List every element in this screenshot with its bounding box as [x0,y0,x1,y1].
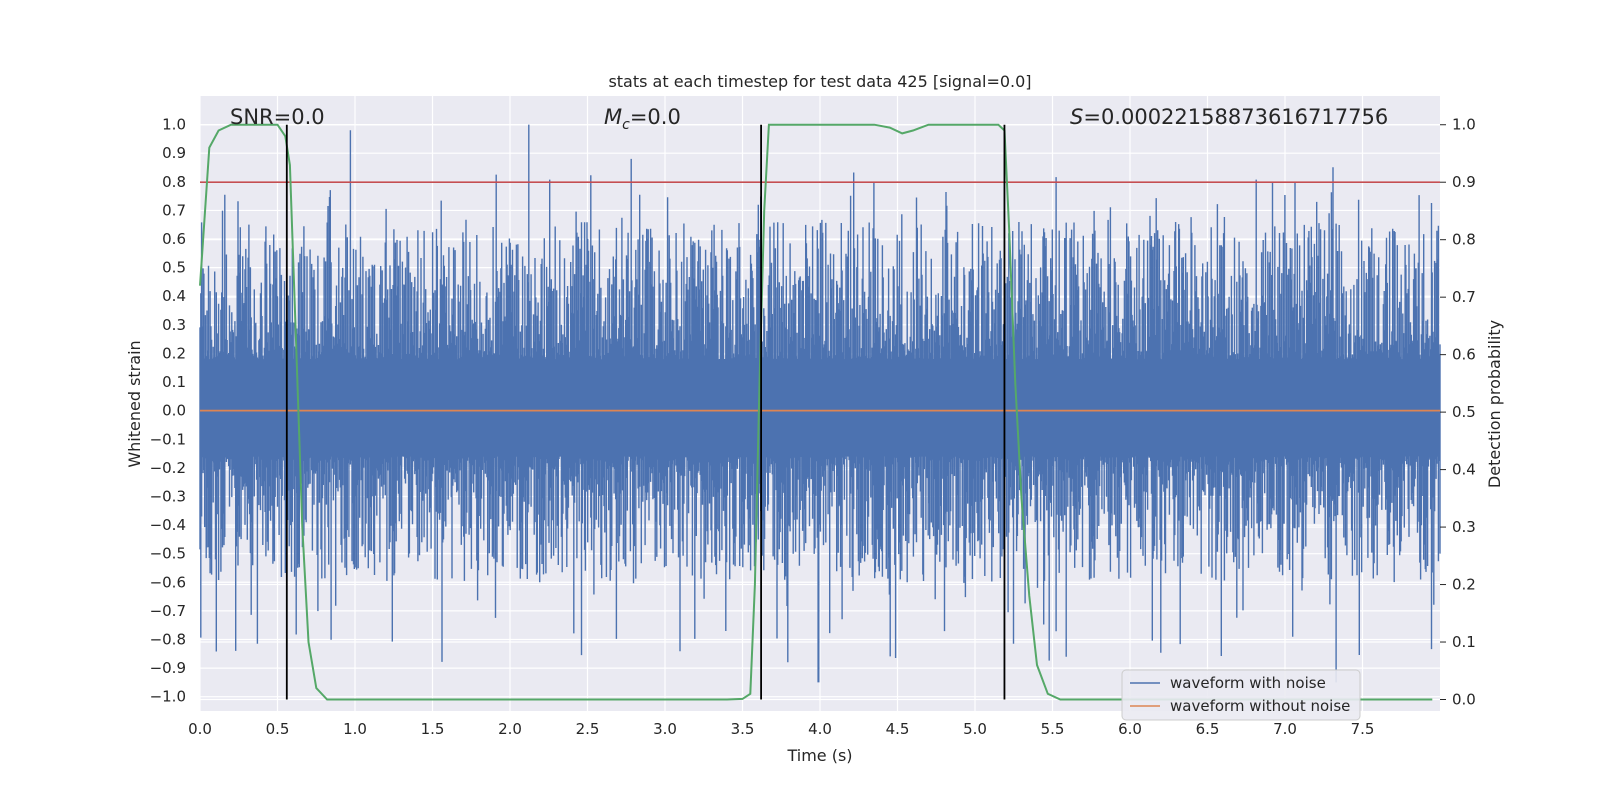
s-symbol: S [1070,105,1083,129]
x-tick-label: 3.0 [653,720,677,738]
chirp-mass-value: =0.0 [630,105,681,129]
chirp-mass-subscript: c [622,117,630,133]
y2-tick-label: 0.3 [1452,518,1476,536]
y-tick-label: 0.6 [162,230,186,248]
y-tick-label: 0.0 [162,402,186,420]
legend-label-clean: waveform without noise [1170,697,1350,715]
chirp-mass-symbol: M [604,105,622,129]
y2-tick-label: 0.8 [1452,231,1476,249]
y-tick-label: −0.1 [150,430,186,448]
vertical-markers [285,124,1006,700]
y2-tick-label: 0.5 [1452,403,1476,421]
y-tick-label: −0.6 [150,573,186,591]
y-tick-label: 0.7 [162,201,186,219]
x-tick-label: 2.0 [498,720,522,738]
y-tick-label: −0.4 [150,516,186,534]
x-tick-label: 0.0 [188,720,212,738]
x-tick-label: 7.5 [1351,720,1375,738]
y-tick-label: 0.1 [162,373,186,391]
y2-tick-label: 1.0 [1452,116,1476,134]
x-tick-label: 0.5 [266,720,290,738]
y-tick-label: −1.0 [150,688,186,706]
y2-tick-label: 0.7 [1452,288,1476,306]
noise-waveform-line [199,124,1441,683]
y2-axis-label: Detection probability [1485,320,1504,488]
y-tick-label: 0.5 [162,259,186,277]
x-tick-label: 4.0 [808,720,832,738]
y2-tick-label: 0.1 [1452,633,1476,651]
x-tick-label: 4.5 [886,720,910,738]
x-tick-label: 3.5 [731,720,755,738]
y2-tick-label: 0.2 [1452,576,1476,594]
y-tick-label: −0.3 [150,487,186,505]
legend-label-noise: waveform with noise [1170,674,1326,692]
x-tick-label: 6.5 [1196,720,1220,738]
noise-series [199,124,1441,683]
x-axis-label: Time (s) [786,746,852,765]
chart-title: stats at each timestep for test data 425… [608,72,1031,91]
y-tick-label: −0.7 [150,602,186,620]
y-tick-label: −0.9 [150,659,186,677]
y-tick-label: −0.8 [150,630,186,648]
y-tick-label: 0.3 [162,316,186,334]
y2-tick-label: 0.9 [1452,173,1476,191]
x-tick-label: 2.5 [576,720,600,738]
chirp-mass-annotation: Mc=0.0 [604,105,681,133]
y2-tick-label: 0.0 [1452,691,1476,709]
x-tick-label: 5.0 [963,720,987,738]
y-tick-label: 1.0 [162,116,186,134]
s-annotation: S=0.00022158873616717756 [1070,105,1388,129]
y2-tick-label: 0.6 [1452,346,1476,364]
axes: 0.0 0.5 1.0 1.5 2.0 2.5 3.0 3.5 4.0 4.5 5.0 5.5 6.0 6… [150,116,1476,738]
y2-tick-label: 0.4 [1452,461,1476,479]
x-tick-label: 7.0 [1273,720,1297,738]
s-value: =0.00022158873616717756 [1083,105,1388,129]
x-tick-label: 1.0 [343,720,367,738]
y-tick-label: 0.8 [162,173,186,191]
y-tick-label: −0.5 [150,545,186,563]
y-tick-label: 0.9 [162,144,186,162]
legend-box [1121,669,1361,721]
x-tick-label: 5.5 [1041,720,1065,738]
legend: waveform with noise waveform without noi… [1121,669,1361,721]
y-tick-label: 0.2 [162,344,186,362]
y-tick-label: 0.4 [162,287,186,305]
snr-annotation: SNR=0.0 [230,105,325,129]
y-tick-label: −0.2 [150,459,186,477]
x-tick-label: 6.0 [1118,720,1142,738]
x-tick-label: 1.5 [421,720,445,738]
y-axis-label: Whitened strain [125,340,144,467]
